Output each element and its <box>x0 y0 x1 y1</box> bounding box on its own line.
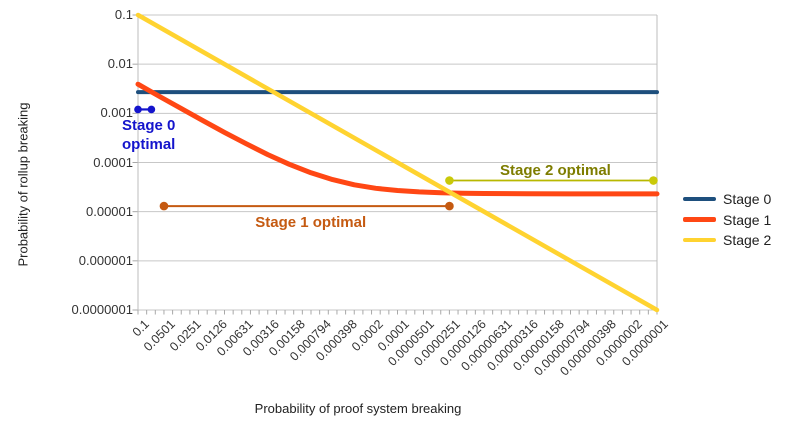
series-line-stage-1 <box>135 81 660 197</box>
stage0-optimal-dot <box>147 105 156 114</box>
stage2-optimal-label: Stage 2 optimal <box>470 161 640 180</box>
stage1-optimal-label: Stage 1 optimal <box>226 213 396 232</box>
annotation-text-line: Stage 0 <box>122 117 176 135</box>
stage0-optimal-dot <box>134 105 142 114</box>
legend-label: Stage 2 <box>723 231 772 248</box>
legend-swatch <box>683 217 716 222</box>
y-tick-label: 0.00001 <box>86 203 133 219</box>
legend-label: Stage 1 <box>723 211 772 228</box>
legend-label: Stage 0 <box>723 191 772 208</box>
stage2-optimal-dot <box>649 176 658 185</box>
legend: Stage 0 Stage 1 Stage 2 <box>683 189 771 250</box>
legend-item-stage-2: Stage 2 <box>683 230 771 250</box>
annotation-text-line: optimal <box>122 136 176 154</box>
y-tick-label: 0.0000001 <box>71 302 133 317</box>
legend-swatch <box>683 237 716 243</box>
x-axis-title: Probability of proof system breaking <box>254 401 462 416</box>
y-tick-label: 0.1 <box>114 7 133 22</box>
legend-item-stage-0: Stage 0 <box>683 189 771 209</box>
y-tick-label: 0.0001 <box>93 154 133 170</box>
stage0-optimal-label: Stage 0 optimal <box>64 116 234 154</box>
stage1-optimal-dot <box>445 201 454 211</box>
y-tick-label: 0.000001 <box>78 252 133 268</box>
y-tick-label: 0.001 <box>100 105 133 121</box>
legend-swatch <box>683 196 716 202</box>
series-line-stage-2 <box>135 12 660 313</box>
annotation-text-line: Stage 2 optimal <box>499 162 611 180</box>
stage1-optimal-dot <box>159 201 169 211</box>
annotation-text-line: Stage 1 optimal <box>255 214 367 232</box>
legend-item-stage-1: Stage 1 <box>683 209 771 229</box>
y-tick-label: 0.01 <box>107 56 133 72</box>
stage2-optimal-dot <box>445 176 454 185</box>
